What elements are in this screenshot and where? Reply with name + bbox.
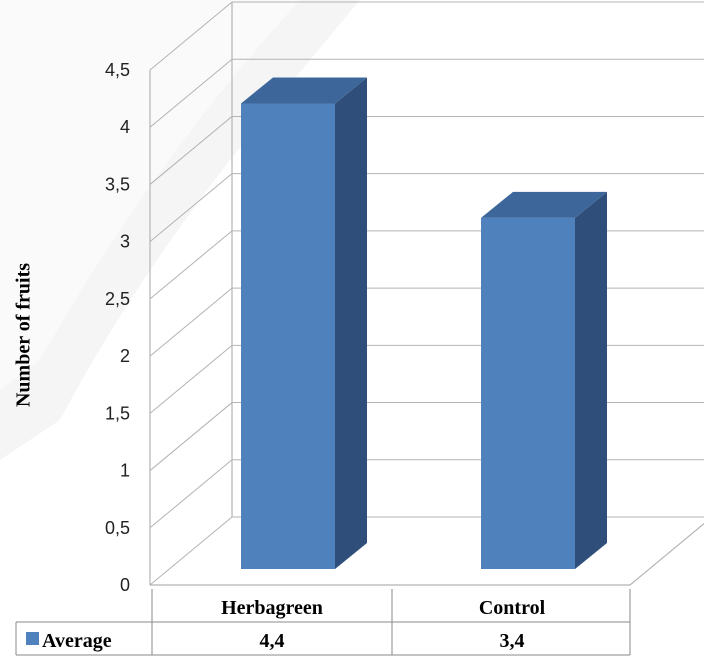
bar-side xyxy=(575,191,607,569)
y-axis-ticks: 0 0,5 1 1,5 2 2,5 3 3,5 4 4,5 xyxy=(105,60,130,595)
y-tick-label: 3,5 xyxy=(105,174,130,194)
category-label: Control xyxy=(479,597,546,619)
category-label: Herbagreen xyxy=(221,597,323,619)
y-tick-label: 3 xyxy=(120,232,130,252)
bar-side xyxy=(335,77,367,569)
y-tick-label: 1,5 xyxy=(105,403,130,423)
legend-label: Average xyxy=(42,630,112,652)
bar-top xyxy=(481,191,607,218)
bar-front xyxy=(481,217,575,569)
y-tick-label: 0 xyxy=(120,575,130,595)
bar-top xyxy=(241,77,367,104)
data-table: Herbagreen 4,4 Control 3,4 Average xyxy=(15,589,631,656)
data-label: 3,4 xyxy=(500,630,525,652)
gridline-side xyxy=(149,116,233,185)
gridline-side xyxy=(149,287,233,357)
data-label: 4,4 xyxy=(260,630,285,652)
gridline-side xyxy=(149,173,233,243)
y-tick-label: 4,5 xyxy=(105,60,130,80)
y-tick-label: 2 xyxy=(120,346,130,366)
gridline-side xyxy=(149,402,233,471)
legend-swatch xyxy=(26,632,39,645)
bar xyxy=(481,191,607,569)
y-tick-label: 1 xyxy=(120,461,130,481)
y-tick-label: 4 xyxy=(120,117,130,137)
gridline-side xyxy=(149,58,233,128)
y-tick-label: 0,5 xyxy=(105,518,130,538)
gridline-side xyxy=(149,344,233,414)
y-tick-label: 2,5 xyxy=(105,289,130,309)
y-axis-label: Number of fruits xyxy=(12,262,35,408)
gridline-side xyxy=(149,1,233,71)
gridline-side xyxy=(149,230,233,300)
background xyxy=(0,0,360,460)
gridline-side xyxy=(149,459,233,529)
floor-right-edge xyxy=(629,522,704,586)
bar-front xyxy=(241,103,335,569)
bar xyxy=(241,77,367,569)
bars xyxy=(241,77,607,569)
gridline-side xyxy=(149,516,233,586)
